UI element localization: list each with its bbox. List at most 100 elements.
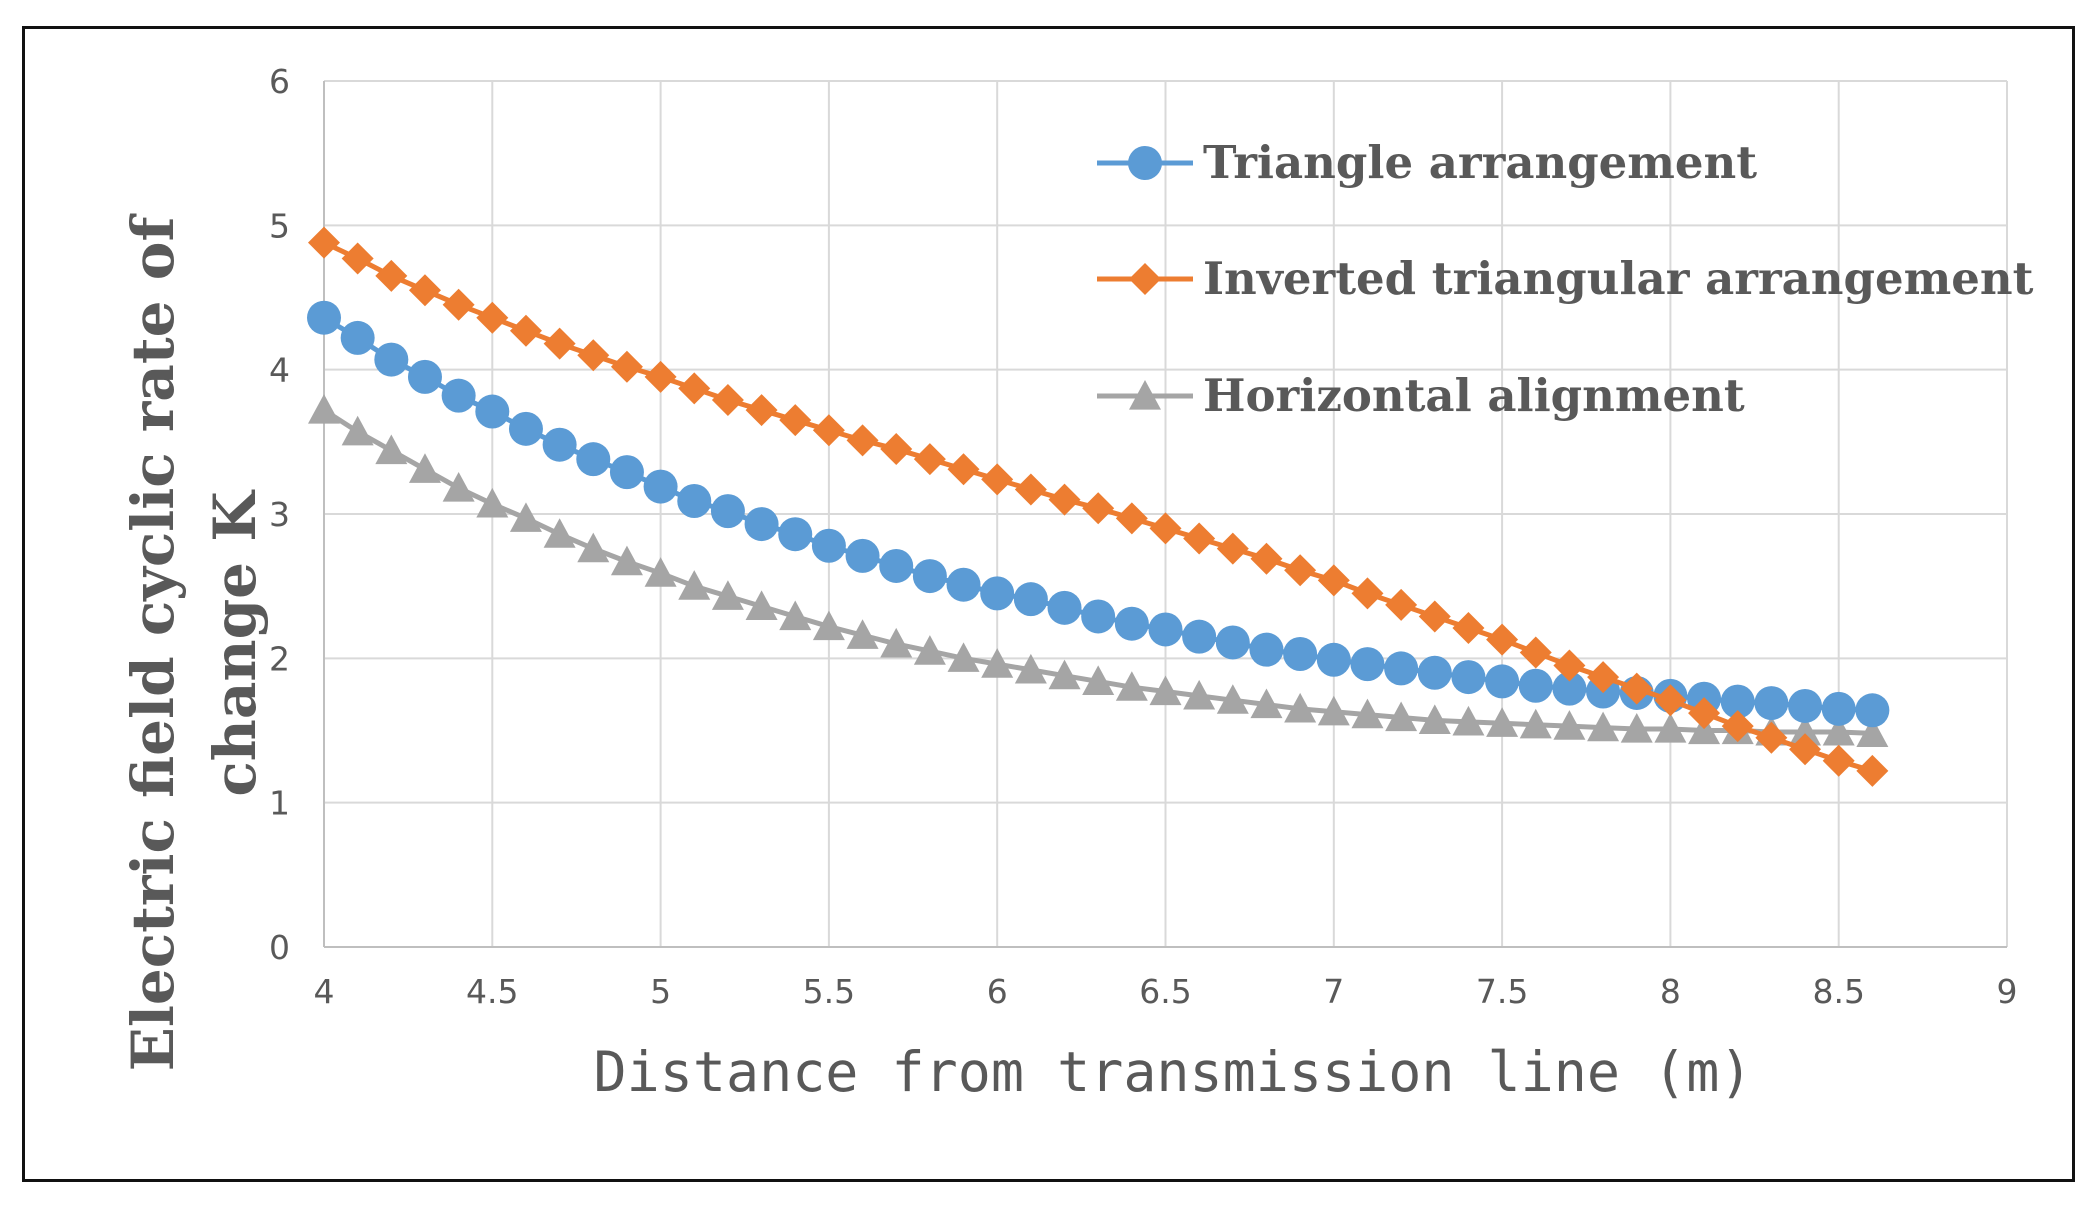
x-tick-label: 7 xyxy=(1323,972,1344,1011)
data-point xyxy=(476,487,509,518)
data-point xyxy=(1553,649,1586,682)
chart-frame: 0 1 2 3 4 5 6 4 4.5 5 5.5 6 6.5 7 7.5 8 8.5 9 Triangle ar… xyxy=(22,26,2075,1182)
data-point xyxy=(981,463,1014,496)
data-point xyxy=(1418,704,1451,734)
data-point xyxy=(1452,705,1485,736)
data-point xyxy=(442,472,475,502)
series-layer xyxy=(307,226,1890,787)
data-point xyxy=(643,469,678,504)
data-point xyxy=(779,600,812,631)
data-point xyxy=(1654,684,1687,717)
data-point xyxy=(1856,717,1889,747)
legend-marker xyxy=(1129,263,1161,295)
data-point xyxy=(1620,713,1653,743)
grid-layer xyxy=(324,80,2008,947)
data-point xyxy=(880,627,913,658)
data-point xyxy=(1148,612,1183,647)
data-point xyxy=(845,538,880,573)
data-point xyxy=(677,484,712,519)
y-tick-label: 1 xyxy=(269,784,290,823)
data-point xyxy=(1284,692,1317,723)
data-point xyxy=(1485,664,1520,699)
legend-label: Inverted triangular arrangement xyxy=(1203,252,2034,305)
data-point xyxy=(1755,721,1788,754)
data-point xyxy=(779,404,812,437)
data-point xyxy=(1587,711,1620,742)
x-tick-label: 7.5 xyxy=(1476,972,1528,1011)
data-point xyxy=(946,567,981,602)
data-point xyxy=(1216,532,1249,565)
data-point xyxy=(509,314,542,347)
data-point xyxy=(1789,733,1822,766)
series-horizontal-alignment xyxy=(308,394,1889,747)
data-point xyxy=(1654,713,1687,743)
y-tick-label: 3 xyxy=(269,495,290,534)
legend-item: Horizontal alignment xyxy=(1097,369,1745,422)
data-point xyxy=(1014,653,1047,684)
data-point xyxy=(711,580,744,610)
data-point xyxy=(1552,671,1587,706)
data-point xyxy=(812,610,845,641)
data-point xyxy=(812,414,845,447)
x-tick-label: 6 xyxy=(987,972,1008,1011)
data-point xyxy=(1518,668,1553,703)
data-point xyxy=(1316,642,1351,677)
data-point xyxy=(1688,714,1721,745)
data-point xyxy=(1013,582,1048,617)
data-point xyxy=(1250,688,1283,719)
data-point xyxy=(711,383,744,416)
data-point xyxy=(1317,695,1350,726)
data-point xyxy=(442,288,475,321)
data-point xyxy=(1047,590,1082,625)
data-point xyxy=(710,494,745,529)
data-point xyxy=(1283,637,1318,672)
data-point xyxy=(846,424,879,457)
data-point xyxy=(577,339,610,372)
data-point xyxy=(1048,659,1081,690)
data-point xyxy=(375,434,408,465)
data-point xyxy=(542,427,577,462)
data-point xyxy=(678,570,711,600)
data-point xyxy=(744,507,779,542)
data-point xyxy=(1822,715,1855,746)
data-point xyxy=(1115,502,1148,535)
x-tick-label: 4.5 xyxy=(466,972,518,1011)
data-point xyxy=(1182,619,1217,654)
data-point xyxy=(1249,632,1284,667)
data-point xyxy=(1216,684,1249,714)
data-point xyxy=(1789,715,1822,746)
data-point xyxy=(1452,612,1485,645)
data-point xyxy=(644,360,677,393)
data-point xyxy=(307,300,341,335)
data-point xyxy=(1350,647,1385,682)
data-point xyxy=(407,359,442,394)
data-point xyxy=(1821,691,1856,726)
data-point xyxy=(1250,542,1283,575)
legend: Triangle arrangement Inverted triangular … xyxy=(1097,136,2034,422)
data-point xyxy=(610,545,643,576)
legend-marker xyxy=(1129,380,1161,410)
y-tick-label: 6 xyxy=(269,62,290,101)
data-point xyxy=(1385,701,1418,732)
data-point xyxy=(1417,655,1452,690)
data-point xyxy=(879,548,914,583)
data-point xyxy=(509,502,542,532)
data-point xyxy=(778,517,813,552)
data-point xyxy=(644,557,677,587)
legend-item: Inverted triangular arrangement xyxy=(1097,252,2034,305)
data-point xyxy=(1721,710,1754,743)
data-point xyxy=(1081,599,1116,634)
x-tick-label: 5 xyxy=(650,972,671,1011)
legend-label: Horizontal alignment xyxy=(1203,369,1745,422)
data-point xyxy=(543,327,576,360)
data-point xyxy=(1519,636,1552,669)
data-point xyxy=(745,590,778,620)
data-point xyxy=(441,378,476,413)
data-point xyxy=(610,350,643,383)
data-point xyxy=(846,619,879,649)
data-point xyxy=(1014,473,1047,506)
data-point xyxy=(1688,697,1721,730)
data-point xyxy=(880,433,913,466)
data-point xyxy=(1856,754,1889,787)
y-axis-title-line-2: change K xyxy=(201,489,269,797)
